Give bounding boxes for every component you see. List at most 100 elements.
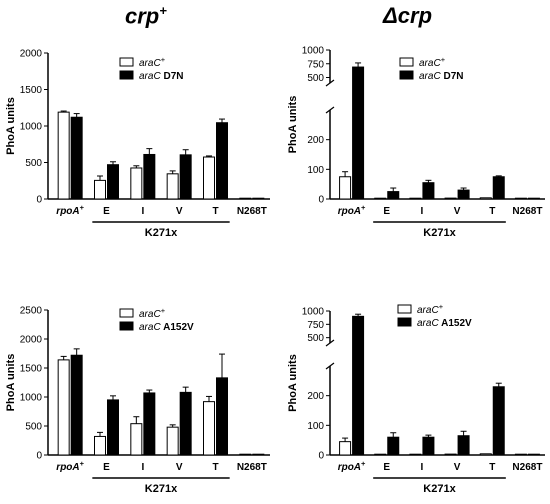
panel-c-y-tick-label: 500 xyxy=(25,422,42,433)
panel-b-legend-label: araC+ xyxy=(419,55,446,70)
panel-c-bar xyxy=(166,426,179,456)
panel-d-bar xyxy=(409,453,422,456)
panel-d-legend-swatch xyxy=(397,304,412,314)
panel-b-category-label: V xyxy=(454,206,461,217)
panel-b-legend-label: araC D7N xyxy=(419,71,463,82)
left-title-sup: + xyxy=(159,3,167,18)
panel-a-legend-label: araC D7N xyxy=(139,71,183,82)
panel-c-y-tick-label: 2500 xyxy=(20,306,43,317)
panel-c-y-tick-label: 0 xyxy=(36,451,42,462)
panel-d-bar xyxy=(352,315,365,456)
panel-a-bar xyxy=(94,179,106,200)
panel-c-legend-label: araC+ xyxy=(139,306,166,321)
panel-c-group-label: K271x xyxy=(145,483,178,495)
panel-a-legend-swatch xyxy=(119,57,134,67)
left-column-title: crp+ xyxy=(125,3,167,29)
panel-c-y-tick-label: 1500 xyxy=(20,364,43,375)
panel-d-category-label: T xyxy=(489,462,495,473)
panel-b-bar xyxy=(444,197,457,200)
panel-a-category-label: N268T xyxy=(237,206,267,217)
panel-b-category-label: rpoA+ xyxy=(338,203,366,218)
panel-d-axis-break-mark xyxy=(325,362,335,370)
panel-c-category-label: rpoA+ xyxy=(56,459,84,474)
panel-c-bar xyxy=(143,392,156,456)
panel-d-bar xyxy=(492,386,505,456)
panel-d-axis-break-mark xyxy=(325,339,335,347)
panel-b-bar xyxy=(409,197,422,200)
panel-a-bar xyxy=(203,156,215,200)
panel-c-category-label: N268T xyxy=(237,462,267,473)
panel-d-legend-label: araC A152V xyxy=(417,318,472,329)
panel-d-group-label: K271x xyxy=(423,483,456,495)
panel-a-legend-swatch xyxy=(119,70,134,80)
panel-a-bar xyxy=(166,173,179,200)
panel-a-bar xyxy=(179,154,192,200)
panel-c-bar xyxy=(216,377,228,456)
panel-c-bar xyxy=(107,399,119,456)
panel-a-y-tick-label: 0 xyxy=(36,195,42,206)
panel-b-y-tick-label: 0 xyxy=(318,195,324,206)
panel-a-category-label: E xyxy=(103,206,110,217)
panel-a-group-label: K271x xyxy=(145,227,178,239)
panel-b-y-tick-label: 500 xyxy=(307,73,324,84)
panel-c-bar xyxy=(239,453,252,456)
panel-b-bar xyxy=(457,189,470,200)
panel-d-y-tick-label: 1000 xyxy=(302,307,325,318)
panel-d-category-label: V xyxy=(454,462,461,473)
panel-d-y-tick-label: 100 xyxy=(307,421,324,432)
panel-b-group-label: K271x xyxy=(423,227,456,239)
panel-d-bar xyxy=(457,435,470,456)
panel-b-category-label: T xyxy=(489,206,495,217)
panel-d-y-tick-label: 0 xyxy=(318,451,324,462)
panel-b-y-tick-label: 750 xyxy=(307,59,324,70)
panel-d-ylabel: PhoA units xyxy=(287,354,299,412)
panel-a-ylabel: PhoA units xyxy=(5,97,17,155)
panel-c-bar xyxy=(252,453,265,456)
panel-d-y-tick-label: 750 xyxy=(307,320,324,331)
panel-c-bar xyxy=(130,423,143,456)
panel-a-category-label: I xyxy=(141,206,144,217)
panel-a-bar xyxy=(130,167,143,200)
panel-a-legend-label: araC+ xyxy=(139,55,166,70)
panel-c-bar xyxy=(70,354,83,456)
panel-d-legend-label: araC+ xyxy=(417,302,444,317)
panel-a-category-label: T xyxy=(212,206,218,217)
panel-d-y-tick-label: 500 xyxy=(307,333,324,344)
panel-b-axis-break-mark xyxy=(325,79,335,87)
panel-b-bar xyxy=(514,197,527,200)
panel-b-axis-break-mark xyxy=(325,106,335,114)
panel-c-category-label: V xyxy=(176,462,183,473)
panel-c-legend-swatch xyxy=(119,308,134,318)
panel-d-category-label: N268T xyxy=(512,462,542,473)
panel-b-bar xyxy=(339,176,352,200)
panel-b-bar xyxy=(527,197,540,200)
panel-b-y-tick-label: 200 xyxy=(307,135,324,146)
panel-c-y-tick-label: 1000 xyxy=(20,393,43,404)
panel-b-category-label: E xyxy=(383,206,390,217)
panel-a-category-label: rpoA+ xyxy=(56,203,84,218)
panel-a-y-tick-label: 500 xyxy=(25,158,42,169)
panel-a-bar xyxy=(216,122,228,200)
panel-d-bar xyxy=(479,453,492,456)
panel-b-bar xyxy=(422,182,435,200)
left-title-main: crp xyxy=(125,3,160,29)
panel-d-bar xyxy=(387,436,400,456)
panel-d-y-tick-label: 200 xyxy=(307,391,324,402)
panel-a-bar xyxy=(143,153,156,200)
panel-b-bar xyxy=(387,191,400,200)
panel-c-bar xyxy=(57,359,70,456)
panel-b-ylabel: PhoA units xyxy=(287,96,299,154)
panel-c-y-tick-label: 2000 xyxy=(20,335,43,346)
panel-c-category-label: E xyxy=(103,462,110,473)
panel-d-legend-swatch xyxy=(397,317,412,327)
panel-d-bar xyxy=(422,436,435,456)
panel-a-category-label: V xyxy=(176,206,183,217)
panel-a-y-tick-label: 1500 xyxy=(20,85,43,96)
panel-c-ylabel: PhoA units xyxy=(5,354,17,412)
panel-c-legend-swatch xyxy=(119,321,134,331)
panel-a-y-tick-label: 2000 xyxy=(20,49,43,60)
panel-a-bar xyxy=(239,197,252,200)
panel-a-bar xyxy=(57,111,70,200)
panel-b-bar xyxy=(352,66,365,200)
